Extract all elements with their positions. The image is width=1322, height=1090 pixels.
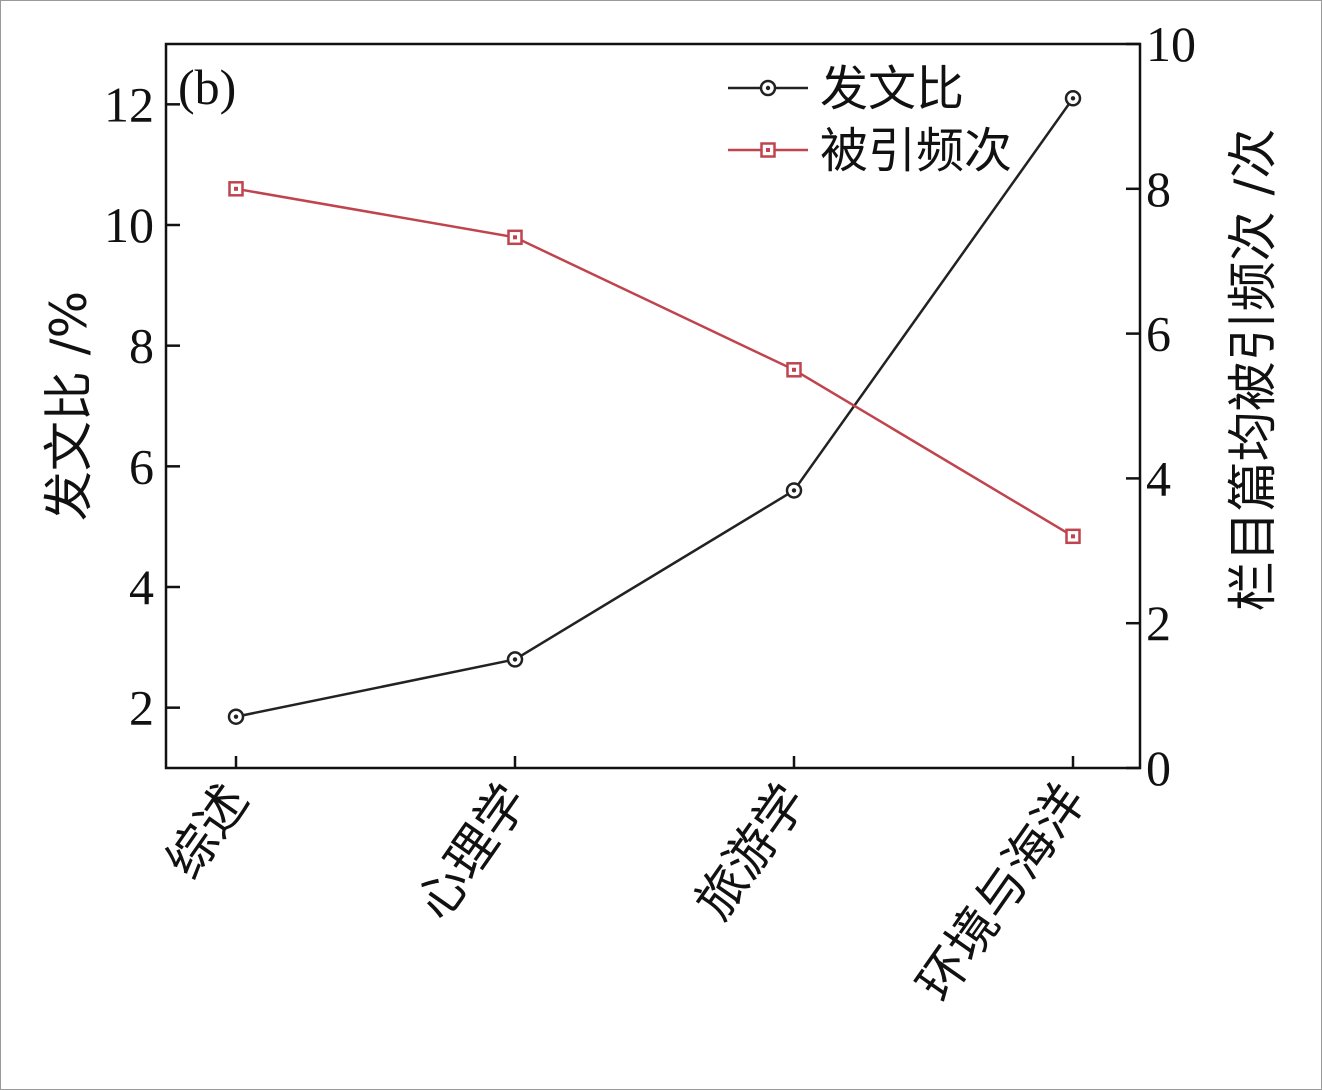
right-tick-label: 2 xyxy=(1146,595,1171,651)
right-tick-label: 8 xyxy=(1146,161,1171,217)
right-tick-label: 10 xyxy=(1146,16,1196,72)
x-tick-label: 心理学 xyxy=(405,774,539,930)
x-axis-ticks: 综述 心理学 旅游学 环境与海洋 xyxy=(155,756,1097,1012)
series-line-2 xyxy=(235,187,1074,538)
y-right-axis-label: 栏目篇均被引频次 /次 xyxy=(1224,129,1282,612)
right-tick-label: 6 xyxy=(1146,306,1171,362)
data-point-circle-dot xyxy=(791,488,797,493)
series-line-1 xyxy=(235,97,1075,718)
left-tick-label: 4 xyxy=(129,559,154,615)
x-tick-label: 旅游学 xyxy=(684,774,818,930)
left-tick-label: 8 xyxy=(129,318,154,374)
right-tick-label: 0 xyxy=(1146,740,1171,796)
series-layer xyxy=(227,90,1082,725)
legend-marker-dot xyxy=(765,85,771,91)
plot-area xyxy=(164,42,1142,770)
left-axis-ticks: 2 4 6 8 10 12 xyxy=(104,76,180,736)
x-tick-label: 环境与海洋 xyxy=(906,774,1097,1012)
left-tick-label: 12 xyxy=(104,76,154,132)
y-left-axis-label: 发文比 /% xyxy=(40,291,98,521)
legend-marker-dot xyxy=(766,148,770,152)
legend-label: 发文比 xyxy=(820,61,964,117)
right-tick-label: 4 xyxy=(1146,450,1171,506)
data-point-circle-dot xyxy=(512,657,518,662)
data-point-circle-dot xyxy=(1070,96,1076,101)
data-point-square-dot xyxy=(792,367,796,372)
left-tick-label: 10 xyxy=(104,197,154,253)
left-tick-label: 6 xyxy=(129,438,154,494)
left-tick-label: 2 xyxy=(129,680,154,736)
data-point-square-dot xyxy=(234,186,238,191)
data-point-circle-dot xyxy=(233,714,239,719)
data-point-square-dot xyxy=(1071,534,1075,539)
data-point-square-dot xyxy=(513,235,517,240)
x-tick-label: 综述 xyxy=(155,774,260,889)
legend-label: 被引频次 xyxy=(820,123,1012,179)
panel-label: (b) xyxy=(178,59,236,115)
right-axis-ticks: 0 2 4 6 8 10 xyxy=(1126,16,1196,796)
